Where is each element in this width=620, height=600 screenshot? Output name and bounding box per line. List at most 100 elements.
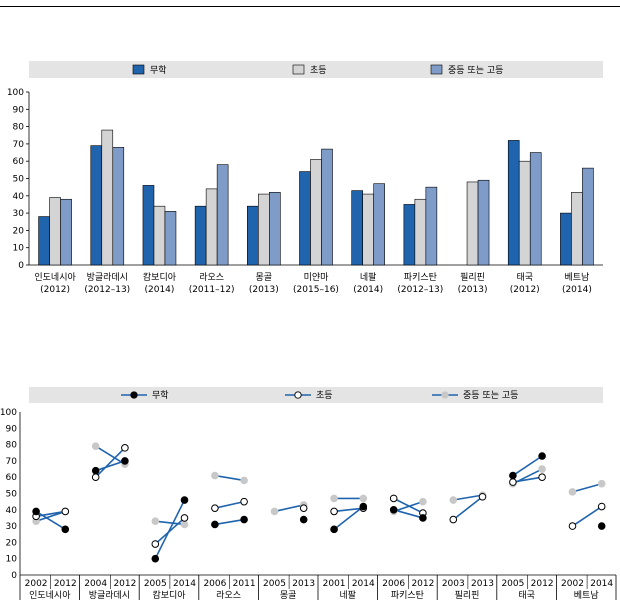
point-1-3-1: [240, 497, 248, 506]
slope-line-0-1: [95, 460, 126, 472]
point-1-5-0: [330, 507, 338, 516]
y-tick-label: 60: [6, 473, 18, 483]
category-label: 네팔: [360, 271, 377, 283]
slope-line-1-9: [572, 505, 603, 527]
category-label: 파키스탄: [391, 590, 424, 600]
category-year-label: (2012): [510, 285, 540, 295]
bar-0-6: [351, 190, 363, 266]
y-tick-label: 100: [0, 408, 17, 418]
category-label: 방글라데시: [89, 590, 130, 600]
bar-2-2: [164, 211, 177, 266]
year-label: 2013: [292, 579, 315, 589]
bar-1-0: [49, 197, 61, 266]
slope-line-2-7: [453, 494, 483, 501]
bar-1-5: [310, 159, 322, 266]
y-tick-label: 70: [6, 457, 18, 467]
category-year-label: (2011–12): [189, 285, 235, 295]
year-label: 2003: [442, 579, 465, 589]
point-2-6-1: [419, 497, 427, 506]
slope-line-1-7: [452, 496, 483, 521]
y-tick-label: 50: [13, 175, 25, 185]
point-1-7-0: [449, 515, 458, 524]
point-0-6-0: [389, 506, 398, 514]
slope-line-0-0: [35, 510, 66, 531]
y-tick-label: 90: [13, 105, 25, 115]
point-0-1-0: [91, 466, 100, 475]
slope-line-1-2: [154, 517, 186, 545]
year-label: 2006: [382, 579, 405, 589]
category-year-label: (2013): [249, 285, 279, 295]
category-label: 인도네시아: [34, 272, 76, 283]
point-0-5-1: [359, 502, 368, 511]
bar-2-7: [425, 186, 438, 266]
category-year-label: (2013): [458, 285, 488, 295]
point-2-3-1: [240, 476, 248, 485]
y-tick-label: 40: [6, 506, 18, 516]
slope-line-2-2: [155, 520, 185, 526]
bar-0-5: [299, 171, 311, 266]
point-0-6-1: [419, 514, 427, 522]
category-label: 필리핀: [460, 271, 485, 283]
point-1-6-0: [389, 494, 398, 503]
y-tick-label: 70: [13, 140, 25, 150]
y-tick-label: 20: [13, 226, 25, 236]
y-tick-label: 20: [6, 538, 18, 548]
point-1-4-1: [299, 504, 308, 512]
legend-swatch-1: [292, 64, 305, 75]
point-1-0-1: [61, 507, 70, 516]
bar-2-3: [216, 164, 229, 266]
slope-line-2-9: [572, 482, 602, 493]
year-label: 2006: [203, 579, 226, 589]
category-label: 파키스탄: [404, 272, 437, 283]
bar-1-6: [362, 193, 374, 266]
bar-1-4: [258, 193, 270, 266]
point-0-9-1: [597, 522, 606, 530]
point-1-1-1: [121, 444, 129, 452]
legend-band: [29, 61, 603, 78]
point-1-8-1: [538, 473, 546, 481]
bar-0-2: [142, 185, 155, 266]
point-2-9-1: [597, 479, 606, 488]
category-label: 몽골: [256, 272, 273, 283]
y-tick-label: 40: [13, 192, 25, 202]
point-0-5-0: [330, 525, 338, 534]
bar-2-10: [582, 167, 594, 266]
year-label: 2012: [411, 579, 434, 589]
bar-1-8: [466, 181, 479, 266]
bar-1-10: [571, 192, 583, 266]
slope-chart: 무학 초등 중등 또는 고등 0 10 20 30 40 50 60 70 80 90 100 2002 20…: [0, 387, 617, 600]
legend-label-1: 초등: [310, 65, 327, 76]
slope-line-1-3: [214, 500, 245, 509]
point-0-3-1: [240, 515, 248, 524]
bar-1-3: [205, 188, 218, 266]
bar-2-1: [112, 147, 125, 266]
slope-line-2-8: [512, 468, 543, 485]
slope-line-0-6: [393, 509, 424, 519]
bar-1-2: [153, 205, 166, 266]
bar-chart: 무학 초등 중등 또는 고등 0 10 20 30 40 50 60 70 80 90 100 인도네시아 (…: [7, 61, 603, 295]
bar-0-4: [247, 205, 259, 266]
point-2-2-1: [180, 520, 189, 529]
category-label: 캄보디아: [152, 589, 186, 600]
legend-marker-1: [294, 391, 302, 399]
point-0-0-0: [32, 507, 40, 516]
y-tick-label: 100: [7, 88, 24, 98]
bar-2-9: [529, 152, 542, 266]
category-label: 방글라데시: [87, 272, 128, 283]
point-1-2-0: [151, 540, 160, 548]
bar-0-3: [194, 205, 207, 266]
bar-2-8: [477, 179, 490, 266]
category-label: 캄보디아: [143, 271, 177, 283]
y-tick-label: 10: [6, 555, 18, 565]
point-2-9-0: [568, 488, 577, 496]
point-1-9-1: [597, 502, 606, 511]
year-label: 2012: [531, 579, 554, 589]
point-2-5-1: [359, 494, 368, 503]
year-label: 2001: [323, 579, 346, 589]
point-0-1-1: [121, 457, 129, 465]
legend-label-2: 중등 또는 고등: [448, 65, 503, 76]
year-label: 2014: [352, 579, 375, 589]
point-2-8-1: [538, 465, 546, 473]
category-label: 인도네시아: [29, 590, 71, 600]
point-2-3-0: [211, 471, 219, 480]
